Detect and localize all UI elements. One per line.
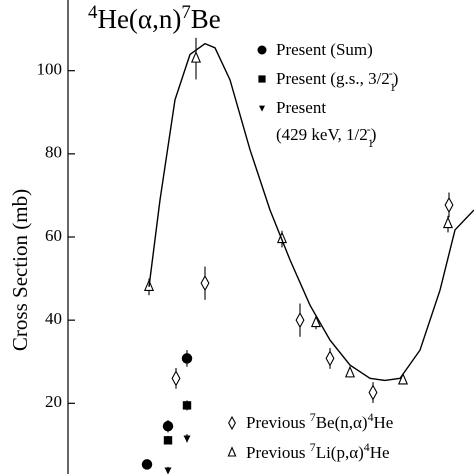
data-point [397, 372, 409, 385]
text-part: 4 [368, 410, 374, 424]
legend-marker [228, 415, 236, 431]
text-part: Present [276, 98, 326, 117]
text-part: 4 [364, 440, 370, 454]
text-part: 7 [310, 440, 316, 454]
data-point [310, 315, 322, 328]
legend-label: Previous 7Be(n,α)4He [246, 410, 393, 432]
text-part: 7 [181, 2, 190, 23]
text-part: (429 keV, 1/2 [276, 125, 368, 144]
text-part: - [367, 122, 371, 136]
data-point [276, 231, 288, 244]
chart-title: 4He(α,n)7Be [88, 2, 221, 35]
text-part: ) [371, 125, 377, 144]
legend-marker [259, 105, 265, 112]
text-part: - [389, 66, 393, 80]
data-point [164, 467, 172, 474]
data-point [162, 420, 174, 432]
data-point [344, 365, 356, 378]
text-part: ) [393, 69, 399, 88]
text-part: 7 [310, 410, 316, 424]
text-part: Be(n,α) [316, 413, 368, 432]
text-part: Present (Sum) [276, 40, 373, 59]
legend-marker [257, 45, 267, 55]
text-part: Li(p,α) [316, 443, 364, 462]
data-point [141, 459, 153, 470]
data-point [325, 350, 335, 367]
y-tick-label: 20 [45, 392, 62, 411]
legend-marker [227, 446, 237, 457]
text-part: Previous [246, 443, 310, 462]
data-point [181, 353, 193, 364]
y-tick-label: 100 [37, 60, 63, 79]
y-tick-label: 80 [45, 143, 62, 162]
legend-label: Previous 7Li(p,α)4He [246, 440, 390, 462]
text-part: He [374, 413, 394, 432]
text-part: 1 [390, 80, 396, 94]
data-point [163, 436, 173, 445]
text-part: He(α,n) [97, 4, 181, 34]
text-part: He [370, 443, 390, 462]
legend-marker [258, 75, 266, 83]
fit-curve [148, 42, 474, 382]
legend-label: Present (g.s., 3/21-) [276, 66, 398, 94]
data-point [200, 275, 210, 292]
legend-label: Present (Sum) [276, 40, 373, 59]
data-point [444, 196, 454, 214]
data-point [182, 401, 192, 410]
text-part: Present (g.s., 3/2 [276, 69, 390, 88]
legend-label: (429 keV, 1/21-) [276, 122, 376, 150]
data-point [190, 50, 202, 63]
data-point [183, 435, 191, 443]
y-tick-label: 40 [45, 309, 62, 328]
text-part: Previous [246, 413, 310, 432]
data-point [295, 312, 305, 329]
legend-label: Present [276, 98, 326, 117]
y-axis-label: Cross Section (mb) [8, 189, 32, 351]
data-point [171, 370, 181, 387]
text-part: Be [191, 4, 221, 34]
text-part: 4 [88, 2, 98, 23]
data-point [368, 384, 378, 401]
y-tick-label: 60 [45, 226, 62, 245]
text-part: 1 [368, 136, 374, 150]
data-point [442, 216, 454, 229]
